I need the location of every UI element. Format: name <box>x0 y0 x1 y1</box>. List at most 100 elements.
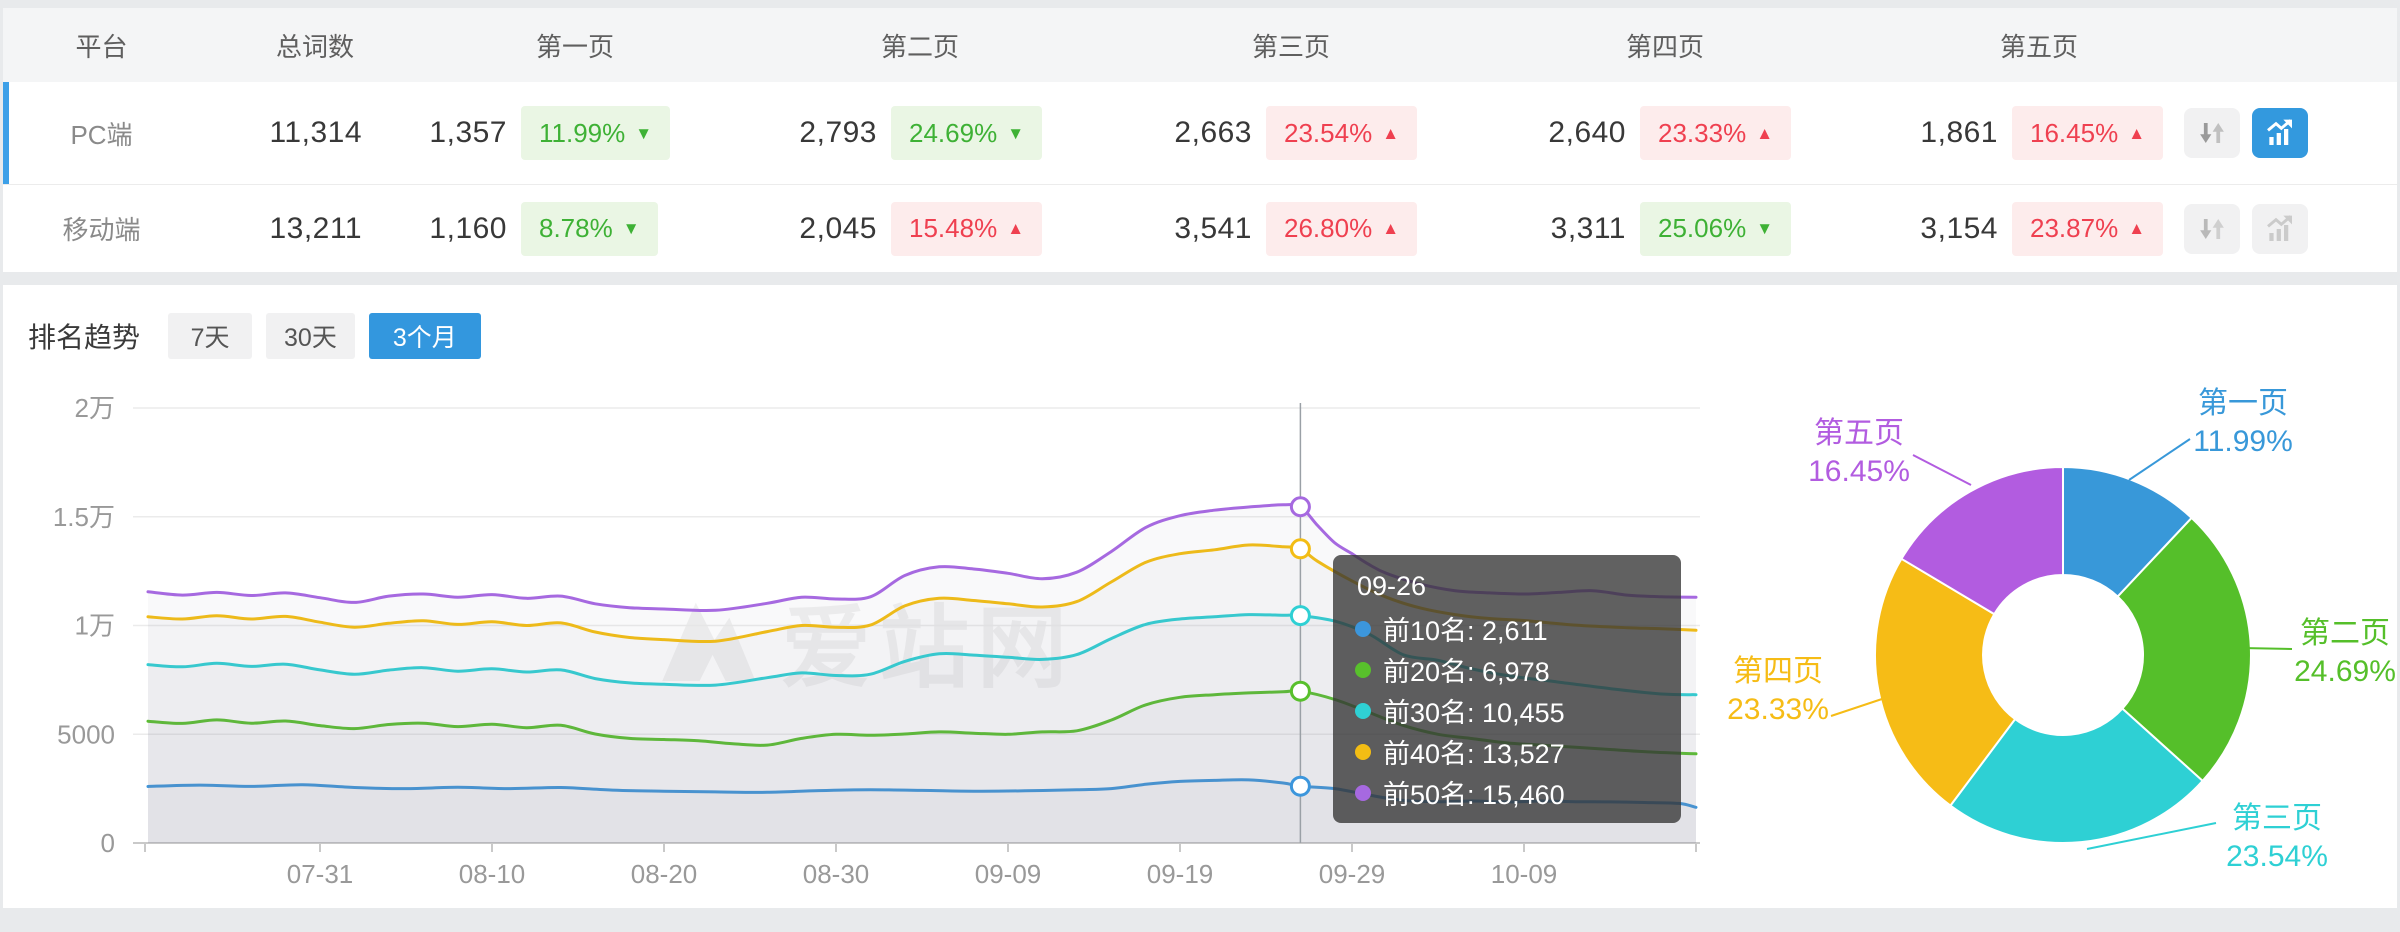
page3-count: 3,541 <box>1174 211 1252 245</box>
page3-count: 2,663 <box>1174 116 1252 149</box>
donut-label-pct: 24.69% <box>2294 655 2396 688</box>
donut-label-name: 第五页 <box>1814 417 1904 450</box>
donut-label-pct: 23.33% <box>1727 693 1829 726</box>
page3-change-badge: 23.54% ▲ <box>1266 106 1418 160</box>
tooltip-series-value: 前40名: 13,527 <box>1383 739 1565 769</box>
arrow-down-icon: ▼ <box>622 219 640 238</box>
x-axis-label: 08-20 <box>631 859 698 889</box>
trend-chart-icon <box>2267 119 2292 145</box>
col-header-platform: 平台 <box>75 31 128 62</box>
series-marker-3 <box>1289 538 1311 560</box>
tab-3-months[interactable]: 3个月 <box>368 313 481 359</box>
arrow-up-icon: ▲ <box>2128 123 2146 143</box>
page5-count: 3,154 <box>1920 211 1998 245</box>
tooltip-series-dot <box>1355 784 1371 801</box>
arrow-up-icon: ▲ <box>2128 219 2146 238</box>
tooltip-series-value: 前50名: 15,460 <box>1383 780 1565 810</box>
platform-label: PC端 <box>70 119 133 150</box>
chart-tooltip: 09-26 前10名: 2,611 前20名: 6,978 前30名: 10,455… <box>1333 555 1681 823</box>
change-pct: 16.45% <box>2030 117 2119 148</box>
x-axis-label: 08-30 <box>803 859 870 889</box>
total-words-value: 13,211 <box>269 211 362 245</box>
sort-toggle-button[interactable] <box>2184 203 2240 254</box>
tooltip-row: 前40名: 13,527 <box>1355 731 1659 772</box>
page2-change-badge: 15.48% ▲ <box>891 201 1043 256</box>
table-row-mobile[interactable]: 移动端 13,211 1,160 8.78% ▼ 2,045 15.48% ▲ 3,… <box>3 185 2397 272</box>
col-header-total: 总词数 <box>275 31 354 62</box>
donut-slice-4[interactable] <box>1900 465 2064 616</box>
page2-count: 2,045 <box>799 211 877 245</box>
donut-leader-line-1 <box>2240 647 2293 650</box>
show-trend-chart-button-pc[interactable] <box>2252 108 2308 158</box>
donut-slice-1[interactable] <box>2116 516 2252 783</box>
x-axis-label: 07-31 <box>287 859 354 889</box>
col-header-page4: 第四页 <box>1625 31 1704 62</box>
x-axis-label: 09-29 <box>1319 859 1386 889</box>
tab-30-days[interactable]: 30天 <box>266 313 355 359</box>
arrow-down-icon: ▼ <box>1007 123 1025 143</box>
rank-summary-table: 平台 总词数 第一页 第二页 第三页 第四页 第五页 PC端 11,314 1,… <box>3 8 2397 272</box>
donut-slice-3[interactable] <box>1874 557 2017 808</box>
donut-label-pct: 16.45% <box>1808 455 1910 488</box>
series-area-1 <box>148 690 1696 843</box>
series-marker-1 <box>1289 680 1311 702</box>
series-area-0 <box>148 779 1696 843</box>
tooltip-row: 前20名: 6,978 <box>1355 649 1659 690</box>
donut-leader-line-2 <box>2086 822 2217 850</box>
page5-count: 1,861 <box>1920 116 1998 149</box>
tooltip-series-value: 前10名: 2,611 <box>1383 616 1548 646</box>
page4-change-badge: 23.33% ▲ <box>1640 106 1792 160</box>
series-marker-2 <box>1289 605 1311 627</box>
change-pct: 23.33% <box>1658 117 1747 148</box>
page1-count: 1,160 <box>429 211 507 245</box>
donut-leader-line-4 <box>1912 454 1972 486</box>
donut-label-name: 第四页 <box>1733 655 1823 688</box>
donut-label-page3: 第三页 23.54% <box>2226 800 2328 876</box>
table-row-pc[interactable]: PC端 11,314 1,357 11.99% ▼ 2,793 24.69% ▼ 2… <box>3 82 2397 185</box>
page-root: 平台 总词数 第一页 第二页 第三页 第四页 第五页 PC端 11,314 1,… <box>0 8 2400 908</box>
table-header-row: 平台 总词数 第一页 第二页 第三页 第四页 第五页 <box>3 8 2397 82</box>
page3-change-badge: 26.80% ▲ <box>1266 201 1418 256</box>
tooltip-series-dot <box>1355 702 1371 719</box>
donut-label-page5: 第五页 16.45% <box>1808 415 1910 491</box>
change-pct: 15.48% <box>909 213 998 243</box>
tooltip-row: 前50名: 15,460 <box>1355 772 1659 813</box>
series-area-4 <box>148 504 1696 843</box>
arrow-up-icon: ▲ <box>1382 219 1400 238</box>
x-axis-label: 08-10 <box>459 859 526 889</box>
tooltip-series-value: 前20名: 6,978 <box>1383 657 1550 687</box>
tooltip-series-dot <box>1355 661 1371 678</box>
donut-label-page1: 第一页 11.99% <box>2193 385 2293 461</box>
trend-header: 排名趋势 7天 30天 3个月 <box>28 313 495 359</box>
tab-7-days[interactable]: 7天 <box>168 313 253 359</box>
platform-label: 移动端 <box>62 215 141 245</box>
arrow-up-icon: ▲ <box>1007 219 1025 238</box>
trend-chart-icon <box>2267 214 2292 241</box>
sort-toggle-button[interactable] <box>2184 108 2240 158</box>
col-header-page1: 第一页 <box>535 31 614 62</box>
change-pct: 23.87% <box>2030 213 2119 243</box>
page5-change-badge: 16.45% ▲ <box>2012 106 2164 160</box>
tooltip-series-value: 前30名: 10,455 <box>1383 698 1565 728</box>
col-header-page3: 第三页 <box>1251 31 1330 62</box>
tooltip-series-dot <box>1355 743 1371 760</box>
donut-label-name: 第二页 <box>2300 617 2390 650</box>
total-words-value: 11,314 <box>269 116 362 149</box>
y-axis-label: 5000 <box>57 719 115 749</box>
page2-change-badge: 24.69% ▼ <box>891 106 1043 160</box>
change-pct: 23.54% <box>1284 117 1373 148</box>
page4-count: 3,311 <box>1550 211 1626 245</box>
donut-label-page4: 第四页 23.33% <box>1727 653 1829 729</box>
y-axis-label: 2万 <box>75 393 115 423</box>
page4-count: 2,640 <box>1548 116 1626 149</box>
arrow-down-icon: ▼ <box>635 123 653 143</box>
tooltip-series-dot <box>1355 620 1371 637</box>
y-axis-label: 1万 <box>75 611 115 641</box>
donut-label-pct: 11.99% <box>2193 425 2293 458</box>
change-pct: 8.78% <box>539 213 613 243</box>
donut-slice-2[interactable] <box>1948 707 2205 845</box>
trend-chart-svg[interactable]: 0 5000 1万 1.5万 2万 07-31 08-10 08-20 08-30 09-09 09… <box>3 285 2397 908</box>
page5-change-badge: 23.87% ▲ <box>2012 201 2164 256</box>
series-marker-4 <box>1289 496 1311 518</box>
show-trend-chart-button-mobile[interactable] <box>2252 203 2308 254</box>
